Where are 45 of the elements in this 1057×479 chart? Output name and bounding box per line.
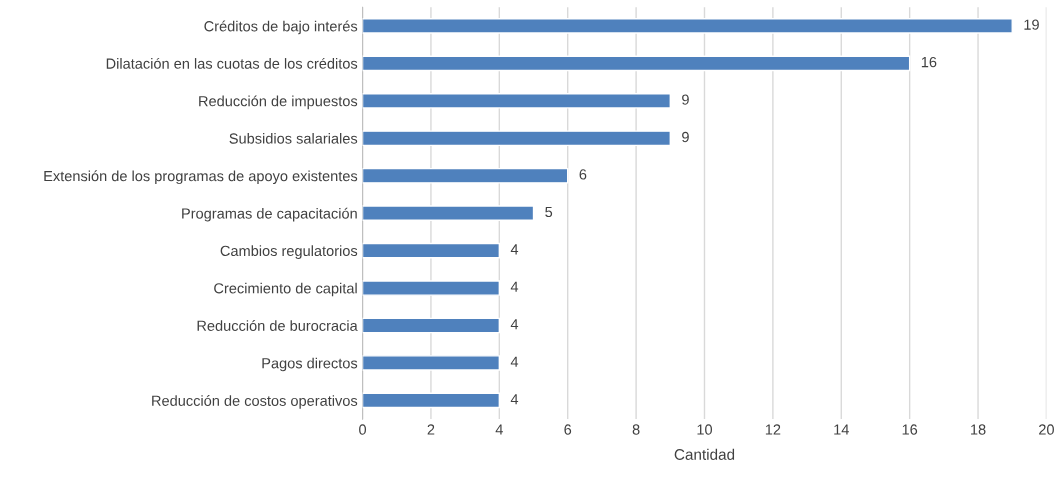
y-tick-label: Reducción de burocracia <box>197 320 358 331</box>
y-tick-label: Cambios regulatorios <box>220 245 358 259</box>
y-tick-label: Subsidios salariales <box>229 132 358 144</box>
y-tick-label: Crecimiento de capital <box>214 282 357 297</box>
x-tick-label: 2 <box>427 424 435 435</box>
y-tick-label: Dilatación en las cuotas de los créditos <box>106 57 358 69</box>
x-tick-label: 10 <box>697 424 713 435</box>
data-label: 16 <box>921 56 937 68</box>
data-label: 6 <box>579 169 587 180</box>
y-tick-label: Extensión de los programas de apoyo existentes <box>44 170 358 185</box>
y-tick-label: Reducción de costos operativos <box>152 395 358 409</box>
data-label: 4 <box>510 394 519 405</box>
x-tick-label: 8 <box>632 424 640 435</box>
x-tick-label: 20 <box>1039 424 1054 435</box>
x-tick-label: 18 <box>971 424 986 435</box>
y-tick-label: Créditos de bajo interés <box>204 20 358 35</box>
data-label: 9 <box>682 94 689 105</box>
bar <box>362 392 501 409</box>
bar <box>362 130 671 147</box>
data-label: 4 <box>510 244 519 255</box>
y-tick-label: Programas de capacitación <box>182 207 357 222</box>
x-tick-label: 16 <box>902 424 918 435</box>
bar <box>362 242 501 259</box>
bar <box>362 317 501 334</box>
bar <box>362 55 911 72</box>
x-tick-label: 14 <box>834 424 849 435</box>
bar <box>362 205 535 221</box>
data-label: 4 <box>510 356 519 367</box>
x-tick-label: 4 <box>495 424 503 435</box>
data-label: 9 <box>682 131 689 143</box>
bar <box>362 92 671 109</box>
bar <box>362 280 501 296</box>
data-label: 4 <box>510 281 519 292</box>
bar <box>362 167 569 184</box>
x-tick-label: 0 <box>359 424 367 435</box>
data-label: 19 <box>1024 19 1039 30</box>
y-tick-label: Reducción de impuestos <box>199 95 358 110</box>
data-label: 4 <box>510 319 519 330</box>
y-tick-label: Pagos directos <box>262 357 358 372</box>
x-tick-label: 6 <box>564 424 572 435</box>
bar <box>362 355 501 371</box>
bar <box>362 18 1013 34</box>
data-label: 5 <box>545 206 553 218</box>
x-tick-label: 12 <box>765 424 781 435</box>
x-axis-title: Cantidad <box>674 448 735 460</box>
